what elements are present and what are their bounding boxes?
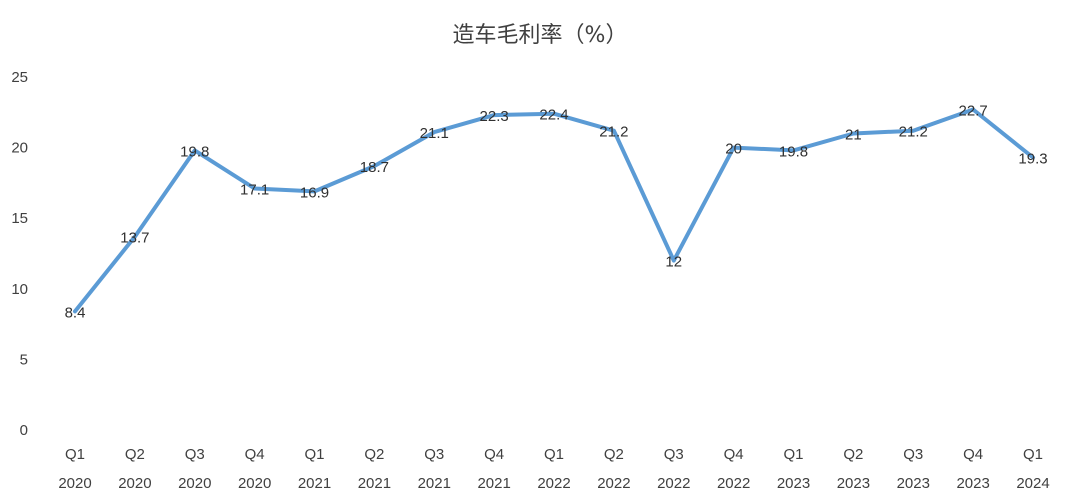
- data-label: 18.7: [360, 159, 389, 176]
- x-tick-year: 2022: [537, 475, 570, 492]
- x-tick-quarter: Q3: [424, 446, 444, 463]
- data-label: 21.2: [899, 124, 928, 141]
- x-tick-year: 2023: [777, 475, 810, 492]
- x-tick-year: 2020: [238, 475, 271, 492]
- data-label: 21: [845, 126, 862, 143]
- x-tick-quarter: Q3: [903, 446, 923, 463]
- y-axis: 0 5 10 15 20 25: [11, 69, 28, 439]
- data-label: 19.8: [779, 143, 808, 160]
- x-tick-quarter: Q2: [843, 446, 863, 463]
- x-tick-year: 2020: [118, 475, 151, 492]
- x-tick-quarter: Q2: [604, 446, 624, 463]
- x-axis: Q1 2020 Q2 2020 Q3 2020 Q4 2020 Q1 2021 Q2 2021 Q3 20…: [58, 446, 1049, 492]
- x-tick-year: 2023: [956, 475, 989, 492]
- data-label: 22.4: [539, 107, 568, 124]
- x-tick-year: 2023: [837, 475, 870, 492]
- data-label: 12: [665, 254, 682, 271]
- data-label: 22.3: [480, 108, 509, 125]
- data-labels: 8.4 13.7 19.8 17.1 16.9 18.7 21.1 22.3 22.4 21.2 1…: [65, 102, 1048, 321]
- x-tick-quarter: Q1: [1023, 446, 1043, 463]
- x-tick-quarter: Q4: [963, 446, 983, 463]
- y-tick-label: 25: [11, 69, 28, 86]
- chart-title: 造车毛利率（%）: [453, 23, 628, 48]
- data-label: 16.9: [300, 184, 329, 201]
- data-label: 17.1: [240, 182, 269, 199]
- x-tick-year: 2021: [477, 475, 510, 492]
- x-tick-quarter: Q4: [724, 446, 744, 463]
- x-tick-quarter: Q3: [664, 446, 684, 463]
- series-line: [73, 107, 1035, 314]
- x-tick-year: 2023: [897, 475, 930, 492]
- data-label: 21.2: [599, 124, 628, 141]
- data-label: 20: [725, 141, 742, 158]
- x-tick-year: 2022: [717, 475, 750, 492]
- data-label: 19.8: [180, 143, 209, 160]
- x-tick-quarter: Q1: [544, 446, 564, 463]
- x-tick-quarter: Q4: [245, 446, 265, 463]
- x-tick-year: 2021: [418, 475, 451, 492]
- data-label: 22.7: [959, 102, 988, 119]
- x-tick-quarter: Q1: [65, 446, 85, 463]
- y-tick-label: 5: [20, 351, 28, 368]
- x-tick-year: 2021: [358, 475, 391, 492]
- data-label: 13.7: [120, 230, 149, 247]
- x-tick-quarter: Q2: [364, 446, 384, 463]
- data-label: 21.1: [420, 125, 449, 142]
- x-tick-quarter: Q1: [783, 446, 803, 463]
- y-tick-label: 10: [11, 281, 28, 298]
- x-tick-quarter: Q4: [484, 446, 504, 463]
- x-tick-year: 2020: [178, 475, 211, 492]
- y-tick-label: 15: [11, 210, 28, 227]
- x-tick-year: 2022: [657, 475, 690, 492]
- x-tick-year: 2020: [58, 475, 91, 492]
- y-tick-label: 0: [20, 422, 28, 439]
- x-tick-year: 2024: [1016, 475, 1049, 492]
- data-label: 8.4: [65, 304, 86, 321]
- x-tick-year: 2021: [298, 475, 331, 492]
- x-tick-year: 2022: [597, 475, 630, 492]
- x-tick-quarter: Q3: [185, 446, 205, 463]
- x-tick-quarter: Q2: [125, 446, 145, 463]
- x-tick-quarter: Q1: [304, 446, 324, 463]
- y-tick-label: 20: [11, 140, 28, 157]
- data-label: 19.3: [1018, 150, 1047, 167]
